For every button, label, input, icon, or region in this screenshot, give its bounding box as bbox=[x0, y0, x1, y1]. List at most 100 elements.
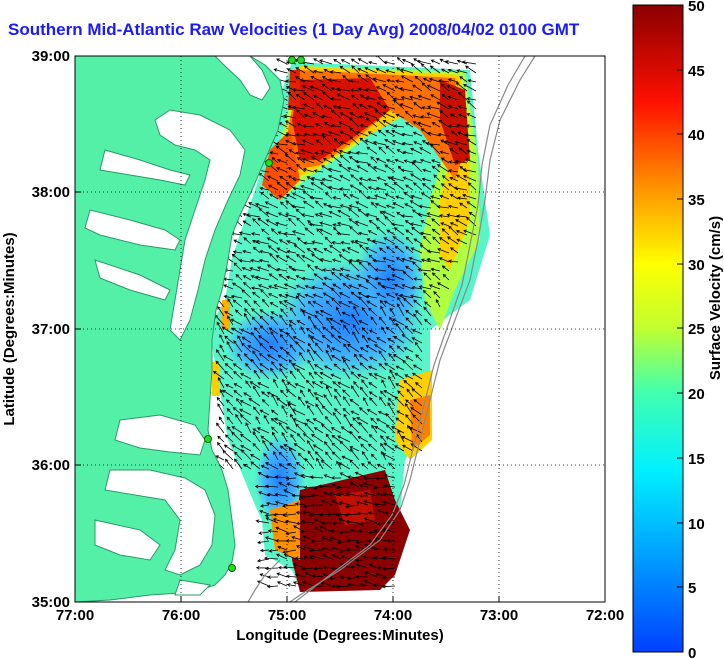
velocity-arrow bbox=[282, 504, 297, 508]
velocity-arrow bbox=[231, 426, 243, 434]
velocity-arrow bbox=[273, 450, 279, 461]
velocity-arrow bbox=[308, 315, 315, 326]
velocity-arrow bbox=[350, 94, 360, 101]
velocity-arrow bbox=[417, 268, 432, 272]
velocity-arrow bbox=[366, 275, 378, 281]
velocity-arrow bbox=[380, 305, 387, 317]
velocity-arrow bbox=[295, 484, 306, 489]
velocity-arrow bbox=[356, 511, 369, 516]
velocity-arrow bbox=[338, 254, 351, 263]
velocity-arrow bbox=[266, 264, 279, 272]
velocity-arrow bbox=[285, 200, 297, 209]
velocity-arrow bbox=[292, 581, 306, 587]
velocity-arrow bbox=[358, 421, 369, 434]
velocity-arrow bbox=[466, 100, 477, 110]
velocity-arrow bbox=[394, 158, 405, 164]
velocity-arrow bbox=[431, 228, 441, 236]
velocity-arrow bbox=[352, 103, 360, 110]
velocity-arrow bbox=[283, 300, 297, 308]
velocity-arrow bbox=[314, 213, 324, 218]
velocity-arrow bbox=[367, 230, 378, 236]
velocity-arrow bbox=[243, 392, 252, 398]
velocity-arrow bbox=[239, 408, 252, 416]
velocity-arrow bbox=[375, 86, 387, 92]
velocity-arrow bbox=[286, 583, 297, 587]
velocity-arrow bbox=[401, 333, 414, 344]
velocity-arrow bbox=[250, 286, 261, 290]
velocity-arrow bbox=[306, 176, 315, 182]
velocity-arrow bbox=[322, 565, 333, 570]
velocity-arrow bbox=[323, 122, 333, 128]
velocity-arrow bbox=[275, 142, 288, 146]
velocity-arrow bbox=[276, 167, 288, 173]
velocity-arrow bbox=[412, 159, 423, 164]
velocity-arrow bbox=[252, 431, 261, 443]
velocity-arrow bbox=[273, 68, 288, 74]
velocity-arrow bbox=[240, 328, 252, 335]
velocity-arrow bbox=[263, 452, 270, 461]
velocity-arrow bbox=[284, 213, 297, 218]
velocity-arrow bbox=[449, 148, 459, 155]
velocity-arrow bbox=[347, 167, 360, 173]
velocity-arrow bbox=[321, 177, 333, 182]
velocity-arrow bbox=[313, 58, 324, 65]
velocity-arrow bbox=[361, 462, 369, 470]
velocity-arrow bbox=[233, 340, 243, 353]
velocity-arrow bbox=[327, 185, 342, 191]
velocity-arrow bbox=[312, 69, 324, 74]
velocity-arrow bbox=[291, 88, 306, 92]
velocity-arrow bbox=[278, 273, 288, 281]
velocity-arrow bbox=[310, 539, 324, 544]
velocity-arrow bbox=[354, 239, 369, 245]
velocity-arrow bbox=[224, 311, 234, 317]
velocity-arrow bbox=[447, 68, 459, 74]
velocity-arrow bbox=[367, 178, 378, 182]
velocity-arrow bbox=[310, 493, 324, 497]
colorbar-tick-label: 25 bbox=[688, 321, 705, 338]
velocity-arrow bbox=[365, 74, 378, 83]
x-tick-label: 76:00 bbox=[162, 607, 200, 624]
velocity-arrow bbox=[329, 536, 342, 542]
velocity-arrow bbox=[276, 181, 288, 191]
velocity-arrow bbox=[313, 486, 324, 490]
velocity-arrow bbox=[376, 521, 387, 526]
velocity-arrow bbox=[241, 266, 252, 272]
velocity-arrow bbox=[396, 345, 405, 353]
velocity-arrow bbox=[367, 163, 378, 173]
velocity-arrow bbox=[358, 296, 369, 308]
velocity-arrow bbox=[411, 388, 423, 398]
velocity-arrow bbox=[329, 244, 342, 254]
velocity-arrow bbox=[289, 323, 297, 335]
velocity-arrow bbox=[392, 318, 405, 326]
velocity-arrow bbox=[420, 220, 432, 227]
velocity-arrow bbox=[297, 452, 306, 461]
velocity-arrow bbox=[441, 228, 450, 236]
velocity-arrow bbox=[319, 372, 333, 380]
velocity-arrow bbox=[324, 451, 333, 461]
velocity-arrow bbox=[416, 212, 432, 218]
velocity-arrow bbox=[343, 396, 351, 407]
velocity-arrow bbox=[401, 436, 414, 443]
velocity-arrow bbox=[430, 195, 441, 200]
velocity-arrow bbox=[357, 231, 369, 236]
velocity-arrow bbox=[323, 68, 333, 74]
velocity-arrow bbox=[283, 565, 297, 569]
velocity-arrow bbox=[253, 300, 261, 308]
velocity-arrow bbox=[348, 260, 360, 272]
velocity-arrow bbox=[428, 77, 441, 83]
velocity-arrow bbox=[224, 434, 234, 443]
velocity-arrow bbox=[426, 249, 441, 254]
velocity-arrow bbox=[265, 219, 279, 227]
velocity-arrow bbox=[234, 309, 243, 317]
velocity-arrow bbox=[273, 417, 288, 425]
velocity-arrow bbox=[357, 373, 369, 380]
velocity-arrow bbox=[351, 313, 360, 326]
velocity-arrow bbox=[268, 549, 279, 553]
velocity-arrow bbox=[313, 350, 324, 362]
velocity-arrow bbox=[444, 60, 459, 65]
velocity-arrow bbox=[321, 499, 333, 506]
velocity-arrow bbox=[233, 389, 243, 398]
velocity-arrow bbox=[321, 521, 333, 525]
velocity-arrow bbox=[291, 267, 306, 272]
